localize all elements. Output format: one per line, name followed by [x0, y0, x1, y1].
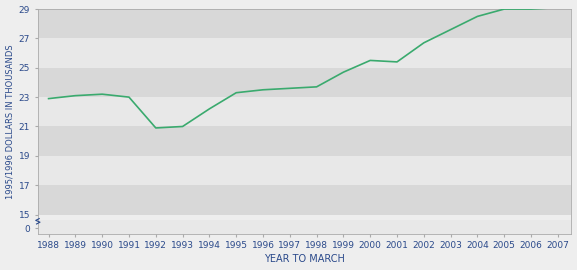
Bar	[38, 68, 571, 97]
Bar	[38, 220, 571, 234]
Bar	[38, 126, 571, 156]
Bar	[38, 97, 571, 126]
Bar	[38, 38, 571, 68]
Bar	[38, 185, 571, 215]
X-axis label: YEAR TO MARCH: YEAR TO MARCH	[264, 254, 345, 264]
Bar	[38, 9, 571, 38]
Y-axis label: 1995/1996 DOLLARS IN THOUSANDS: 1995/1996 DOLLARS IN THOUSANDS	[6, 44, 14, 199]
Bar	[38, 156, 571, 185]
